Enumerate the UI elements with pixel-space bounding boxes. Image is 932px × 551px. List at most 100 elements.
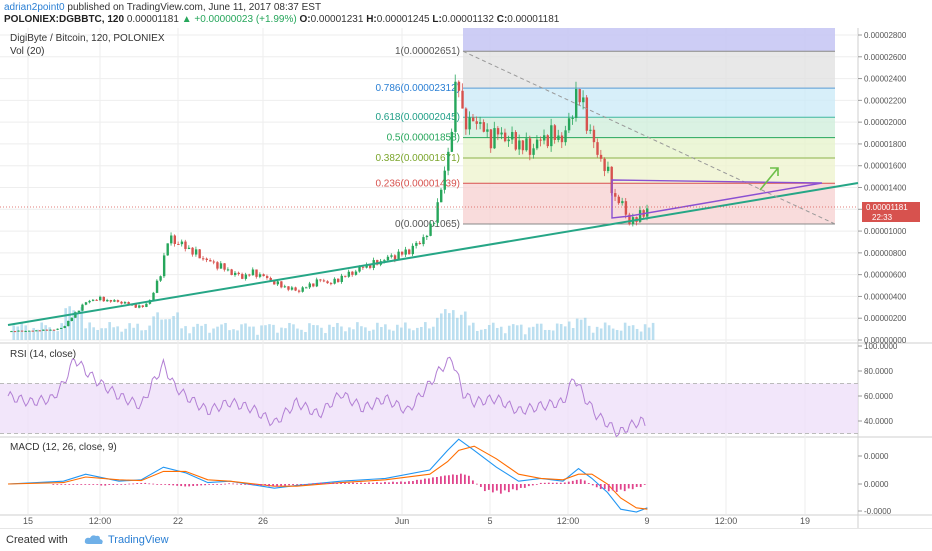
candle-body (17, 330, 20, 332)
candle-body (535, 139, 539, 149)
rsi-label: RSI (14, close) (10, 349, 76, 360)
footer: Created with TradingView (0, 528, 932, 551)
candle-body (440, 189, 443, 203)
low-value: 0.00001132 (441, 14, 494, 25)
candle-body (464, 108, 468, 130)
price-tag-countdown: 22:33 (872, 213, 893, 222)
macd-histogram-bar (304, 483, 306, 485)
volume-bar (336, 322, 339, 340)
volume-bar (380, 327, 383, 340)
volume-bar (515, 325, 519, 340)
volume-bar (487, 324, 491, 340)
volume-bar (595, 326, 599, 340)
volume-bar (248, 326, 251, 340)
candle-body (152, 292, 155, 301)
volume-bar (499, 326, 503, 340)
candle-body (13, 331, 17, 333)
macd-histogram-bar (416, 479, 418, 484)
candle-body (592, 129, 596, 143)
volume-bar (284, 328, 287, 340)
candle-body (596, 142, 599, 155)
candle-body (24, 330, 27, 332)
macd-histogram-bar (136, 483, 139, 484)
candle-body (628, 214, 631, 225)
fib-level-label: 0(0.00001065) (395, 219, 460, 230)
macd-histogram-bar (340, 482, 342, 484)
volume-bar (40, 322, 44, 340)
fib-band (463, 51, 835, 89)
pane-2 (0, 440, 858, 514)
volume-bar (503, 333, 507, 340)
y-tick-label: 0.00002800 (864, 31, 907, 40)
candle-body (265, 276, 269, 278)
candle-body (294, 287, 297, 291)
candle-body (216, 262, 219, 269)
candle-body (432, 222, 436, 224)
volume-bar (372, 329, 375, 340)
macd-histogram-bar (176, 484, 179, 486)
macd-histogram-bar (483, 484, 486, 492)
rsi-band (0, 383, 858, 434)
candle-body (553, 125, 557, 140)
macd-histogram-bar (424, 478, 426, 484)
volume-bar (523, 334, 527, 340)
macd-histogram-bar (412, 481, 414, 484)
candle-body (418, 242, 422, 245)
macd-tick-label: 0.0000 (864, 452, 889, 461)
macd-histogram-bar (627, 484, 630, 489)
chart-canvas[interactable]: 1(0.00002651) 0.786(0.00002312) 0.618(0.00… (0, 0, 932, 528)
volume-bar (148, 325, 151, 340)
candle-body (269, 277, 272, 281)
rsi-line (7, 356, 646, 438)
macd-histogram-bar (523, 484, 526, 488)
macd-histogram-bar (591, 484, 594, 486)
symbol-bar: POLONIEX:DGBBTC, 120 0.00001181 ▲ +0.000… (4, 14, 559, 25)
macd-histogram-bar (487, 484, 490, 490)
volume-bar (607, 325, 611, 340)
volume-bar (100, 328, 103, 340)
macd-histogram-bar (276, 484, 278, 487)
candle-body (209, 260, 212, 262)
open-label: O: (299, 14, 311, 25)
volume-bar (92, 327, 95, 340)
macd-histogram-bar (575, 479, 578, 484)
volume-bar (132, 327, 135, 340)
volume-bar (555, 323, 559, 340)
macd-histogram-bar (116, 484, 119, 485)
volume-bar (296, 328, 299, 340)
volume-bar (635, 328, 639, 340)
macd-histogram-bar (56, 484, 59, 485)
macd-histogram-bar (408, 481, 410, 484)
macd-histogram-bar (432, 477, 434, 484)
macd-histogram-bar (132, 483, 135, 485)
macd-histogram-bar (296, 484, 298, 485)
symbol[interactable]: POLONIEX:DGBBTC, 120 (4, 14, 125, 25)
macd-histogram-bar (459, 473, 462, 484)
fib-level-label: 0.236(0.00001439) (375, 178, 460, 189)
macd-histogram-bar (344, 482, 346, 484)
tradingview-brand[interactable]: TradingView (108, 534, 169, 546)
candle-body (312, 283, 315, 287)
macd-histogram-bar (611, 484, 614, 491)
author-link[interactable]: adrian2point0 (4, 2, 65, 13)
macd-histogram-bar (232, 483, 235, 485)
candle-body (45, 329, 49, 331)
candle-body (74, 312, 77, 318)
volume-bar (396, 324, 399, 340)
volume-bar (368, 330, 371, 340)
macd-histogram-bar (228, 483, 231, 485)
volume-bar (384, 324, 387, 340)
volume-bar (591, 332, 595, 340)
candle-body (226, 269, 230, 271)
candle-body (251, 269, 255, 276)
volume-bar (567, 321, 571, 340)
macd-histogram-bar (184, 484, 187, 487)
fib-level-label: 0.5(0.00001858) (387, 133, 460, 144)
y-tick-label: 0.00001000 (864, 227, 907, 236)
macd-histogram-bar (388, 482, 390, 484)
candle-body (99, 296, 102, 301)
fib-level-label: 0.382(0.00001671) (375, 153, 460, 164)
volume-label: Vol (20) (10, 46, 44, 57)
macd-histogram-bar (168, 484, 171, 486)
candle-body (59, 327, 63, 329)
